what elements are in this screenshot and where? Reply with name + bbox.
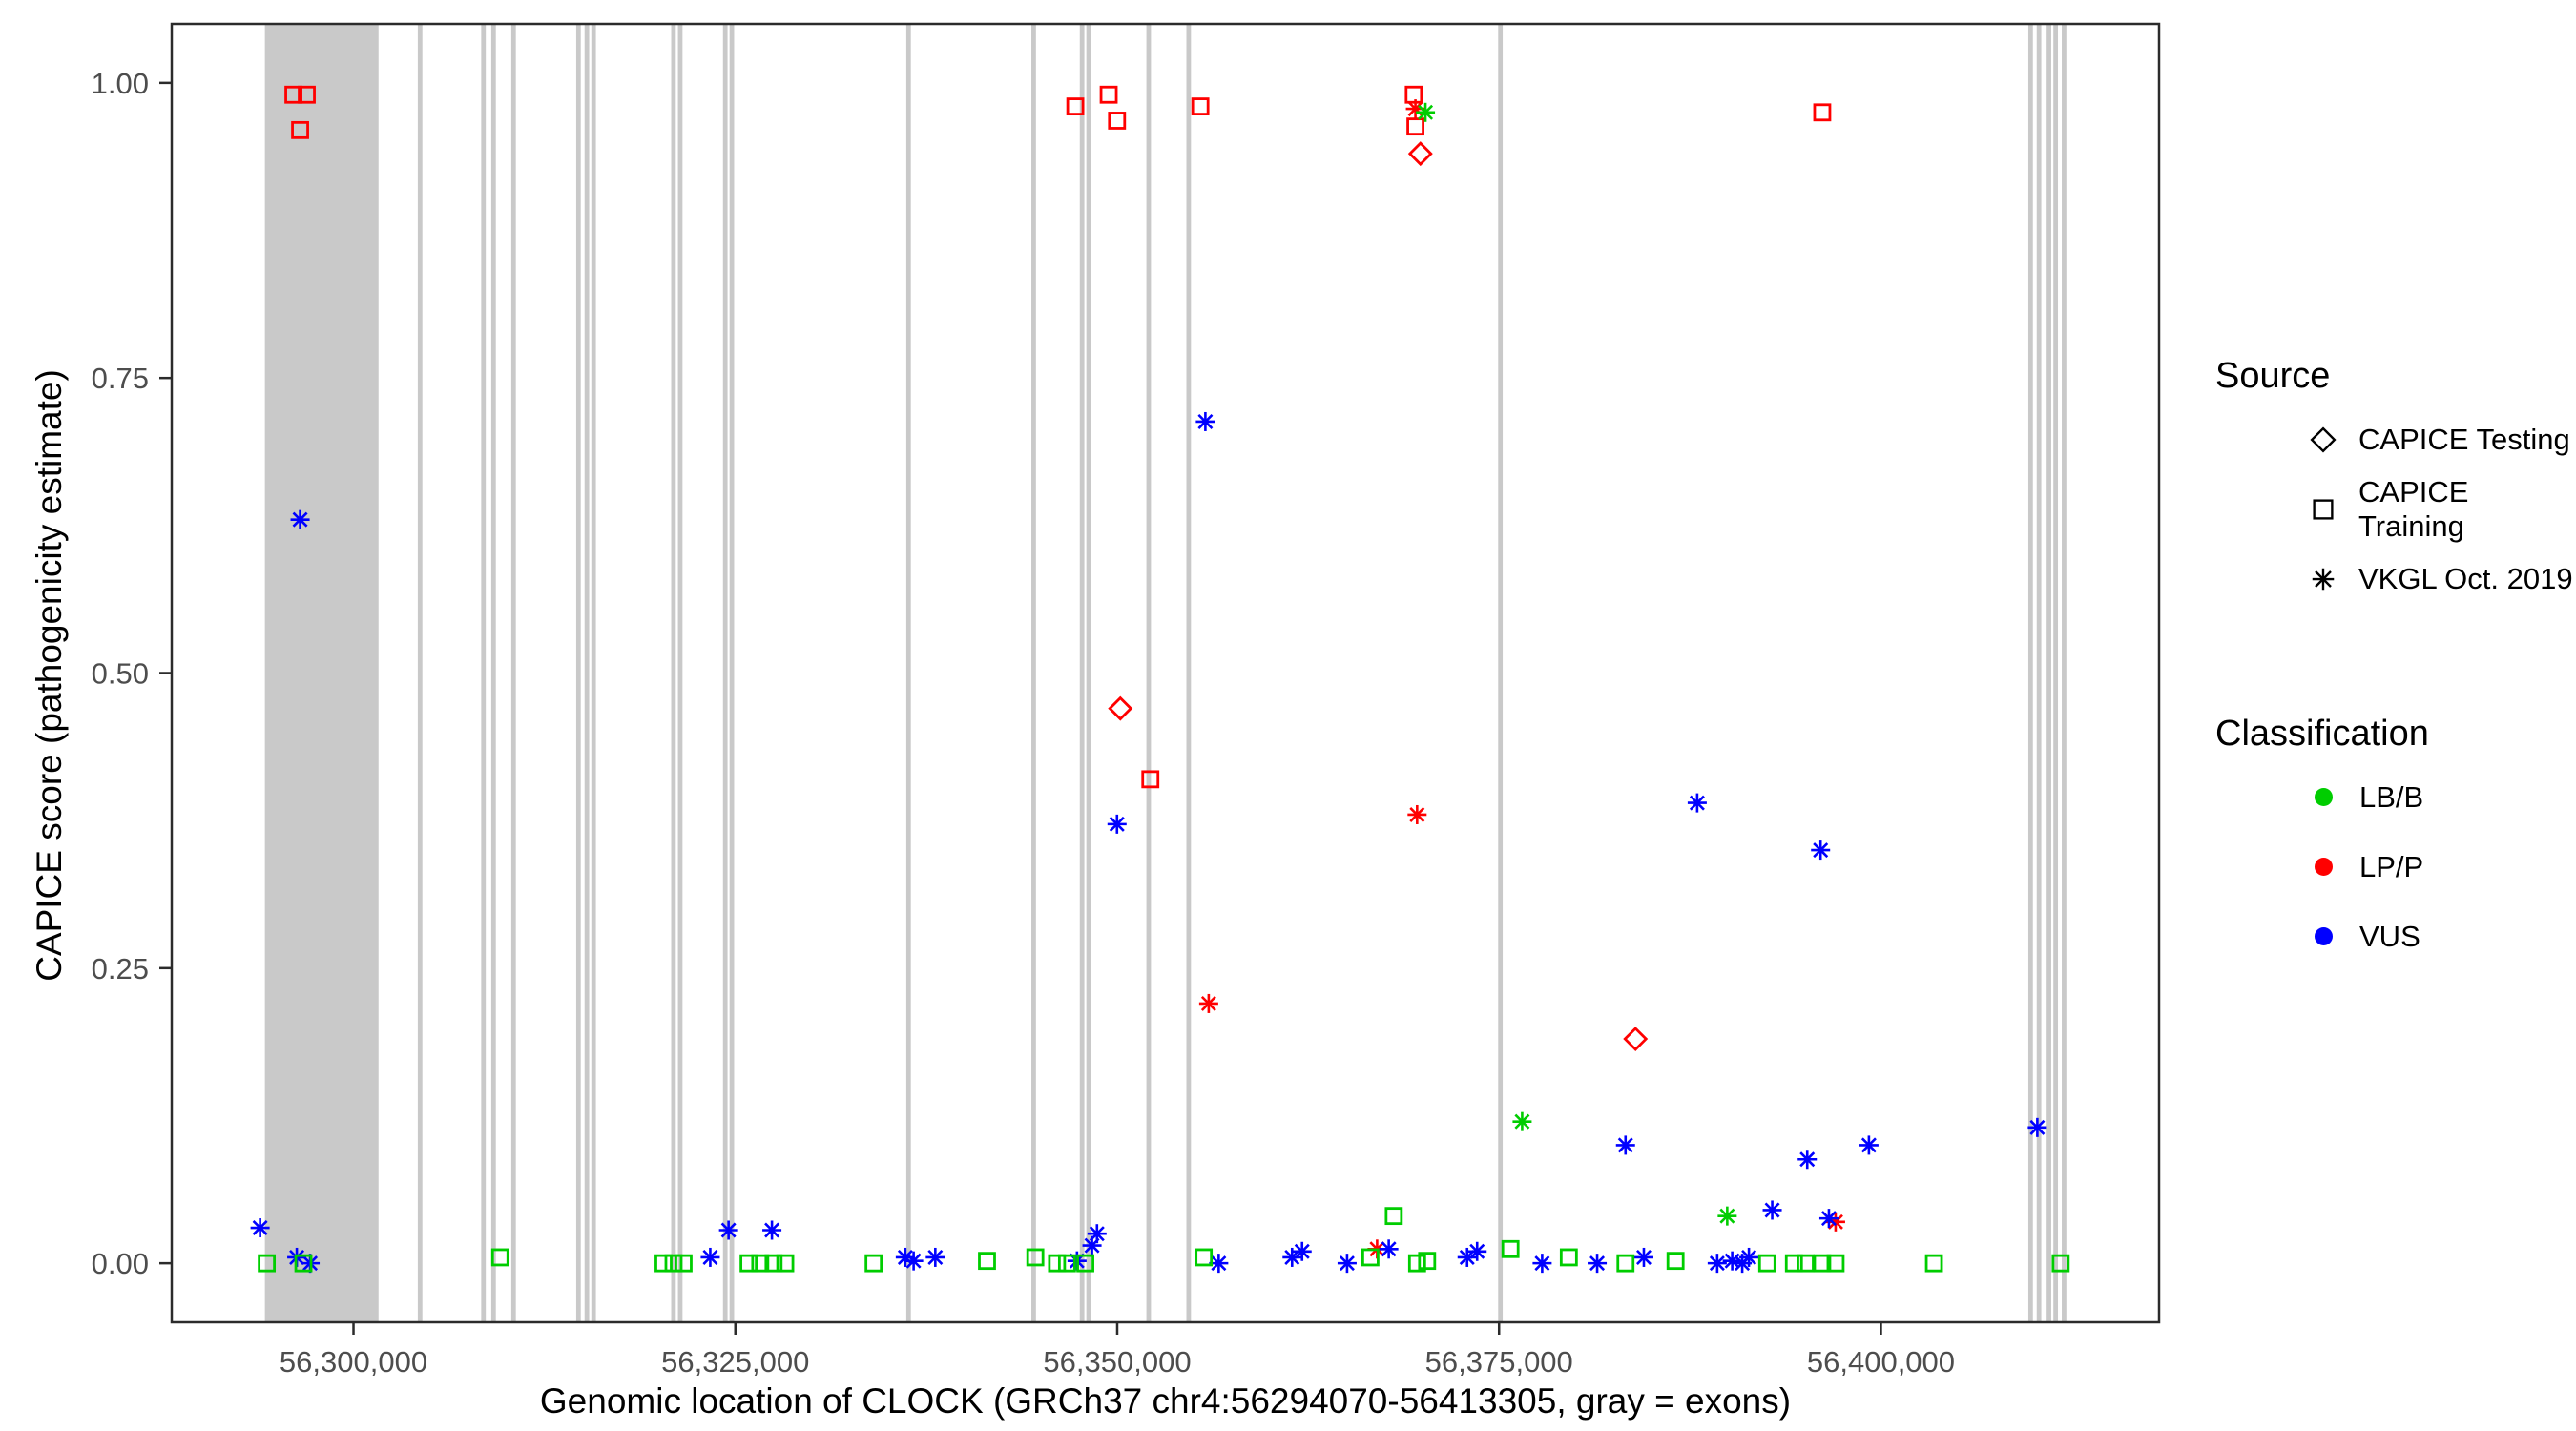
legend: Source CAPICE Testing CAPICE Training VK… — [2215, 355, 2576, 971]
svg-text:0.25: 0.25 — [92, 952, 149, 985]
legend-item-label: LP/P — [2359, 849, 2424, 883]
svg-text:56,325,000: 56,325,000 — [661, 1345, 809, 1379]
svg-text:0.00: 0.00 — [92, 1247, 149, 1280]
legend-item-label: CAPICE Training — [2358, 474, 2469, 543]
legend-item-label: VUS — [2359, 919, 2420, 953]
legend-source-title: Source — [2215, 356, 2331, 396]
svg-text:56,375,000: 56,375,000 — [1425, 1345, 1573, 1379]
legend-item-capice-training: CAPICE Training — [2215, 474, 2576, 544]
legend-item-lpp: LP/P — [2215, 832, 2576, 902]
svg-text:0.50: 0.50 — [92, 657, 149, 691]
svg-text:56,300,000: 56,300,000 — [280, 1345, 427, 1379]
legend-section-gap — [2215, 613, 2576, 713]
legend-item-vus: VUS — [2215, 902, 2576, 971]
x-axis-title: Genomic location of CLOCK (GRCh37 chr4:5… — [539, 1381, 1792, 1421]
y-axis-title: CAPICE score (pathogenicity estimate) — [30, 369, 69, 982]
svg-text:56,400,000: 56,400,000 — [1807, 1345, 1955, 1379]
legend-item-label: LB/B — [2359, 779, 2424, 814]
legend-item-vkgl: VKGL Oct. 2019 — [2215, 544, 2576, 613]
asterisk-icon — [2312, 568, 2335, 590]
legend-item-capice-testing: CAPICE Testing — [2215, 404, 2576, 474]
diamond-icon — [2310, 425, 2337, 453]
legend-item-label: VKGL Oct. 2019 — [2358, 561, 2573, 595]
square-icon — [2313, 498, 2334, 520]
red-dot-icon — [2315, 858, 2333, 876]
legend-item-lbb: LB/B — [2215, 762, 2576, 832]
blue-dot-icon — [2315, 927, 2333, 945]
svg-text:0.75: 0.75 — [92, 362, 149, 395]
legend-classification-title: Classification — [2215, 714, 2429, 754]
green-dot-icon — [2315, 788, 2333, 806]
legend-item-label: CAPICE Testing — [2358, 422, 2570, 456]
svg-text:1.00: 1.00 — [92, 67, 149, 100]
svg-text:56,350,000: 56,350,000 — [1043, 1345, 1191, 1379]
